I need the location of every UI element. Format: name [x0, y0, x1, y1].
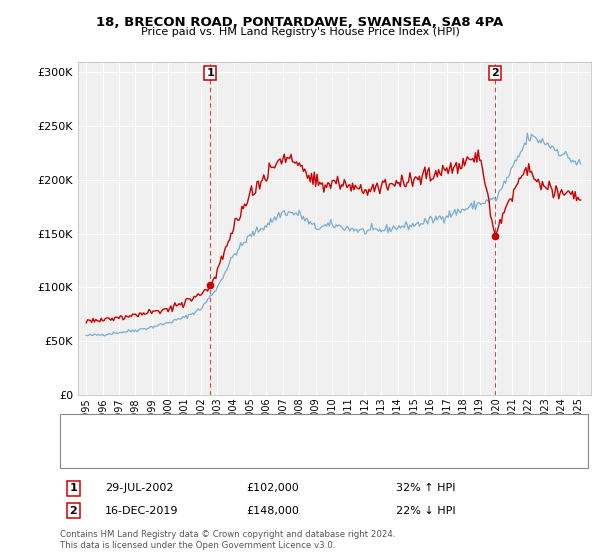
Text: £102,000: £102,000 — [246, 483, 299, 493]
Text: 2: 2 — [491, 68, 499, 78]
Text: This data is licensed under the Open Government Licence v3.0.: This data is licensed under the Open Gov… — [60, 541, 335, 550]
Text: 18, BRECON ROAD, PONTARDAWE, SWANSEA, SA8 4PA (detached house): 18, BRECON ROAD, PONTARDAWE, SWANSEA, SA… — [103, 424, 484, 435]
Text: 29-JUL-2002: 29-JUL-2002 — [105, 483, 173, 493]
Text: £148,000: £148,000 — [246, 506, 299, 516]
Text: 1: 1 — [206, 68, 214, 78]
Text: 1: 1 — [70, 483, 77, 493]
Text: 22% ↓ HPI: 22% ↓ HPI — [396, 506, 455, 516]
Text: 18, BRECON ROAD, PONTARDAWE, SWANSEA, SA8 4PA: 18, BRECON ROAD, PONTARDAWE, SWANSEA, SA… — [97, 16, 503, 29]
Text: HPI: Average price, detached house, Neath Port Talbot: HPI: Average price, detached house, Neat… — [103, 447, 386, 458]
Text: 2: 2 — [70, 506, 77, 516]
Text: Price paid vs. HM Land Registry's House Price Index (HPI): Price paid vs. HM Land Registry's House … — [140, 27, 460, 37]
Text: Contains HM Land Registry data © Crown copyright and database right 2024.: Contains HM Land Registry data © Crown c… — [60, 530, 395, 539]
Text: 32% ↑ HPI: 32% ↑ HPI — [396, 483, 455, 493]
Text: 16-DEC-2019: 16-DEC-2019 — [105, 506, 179, 516]
